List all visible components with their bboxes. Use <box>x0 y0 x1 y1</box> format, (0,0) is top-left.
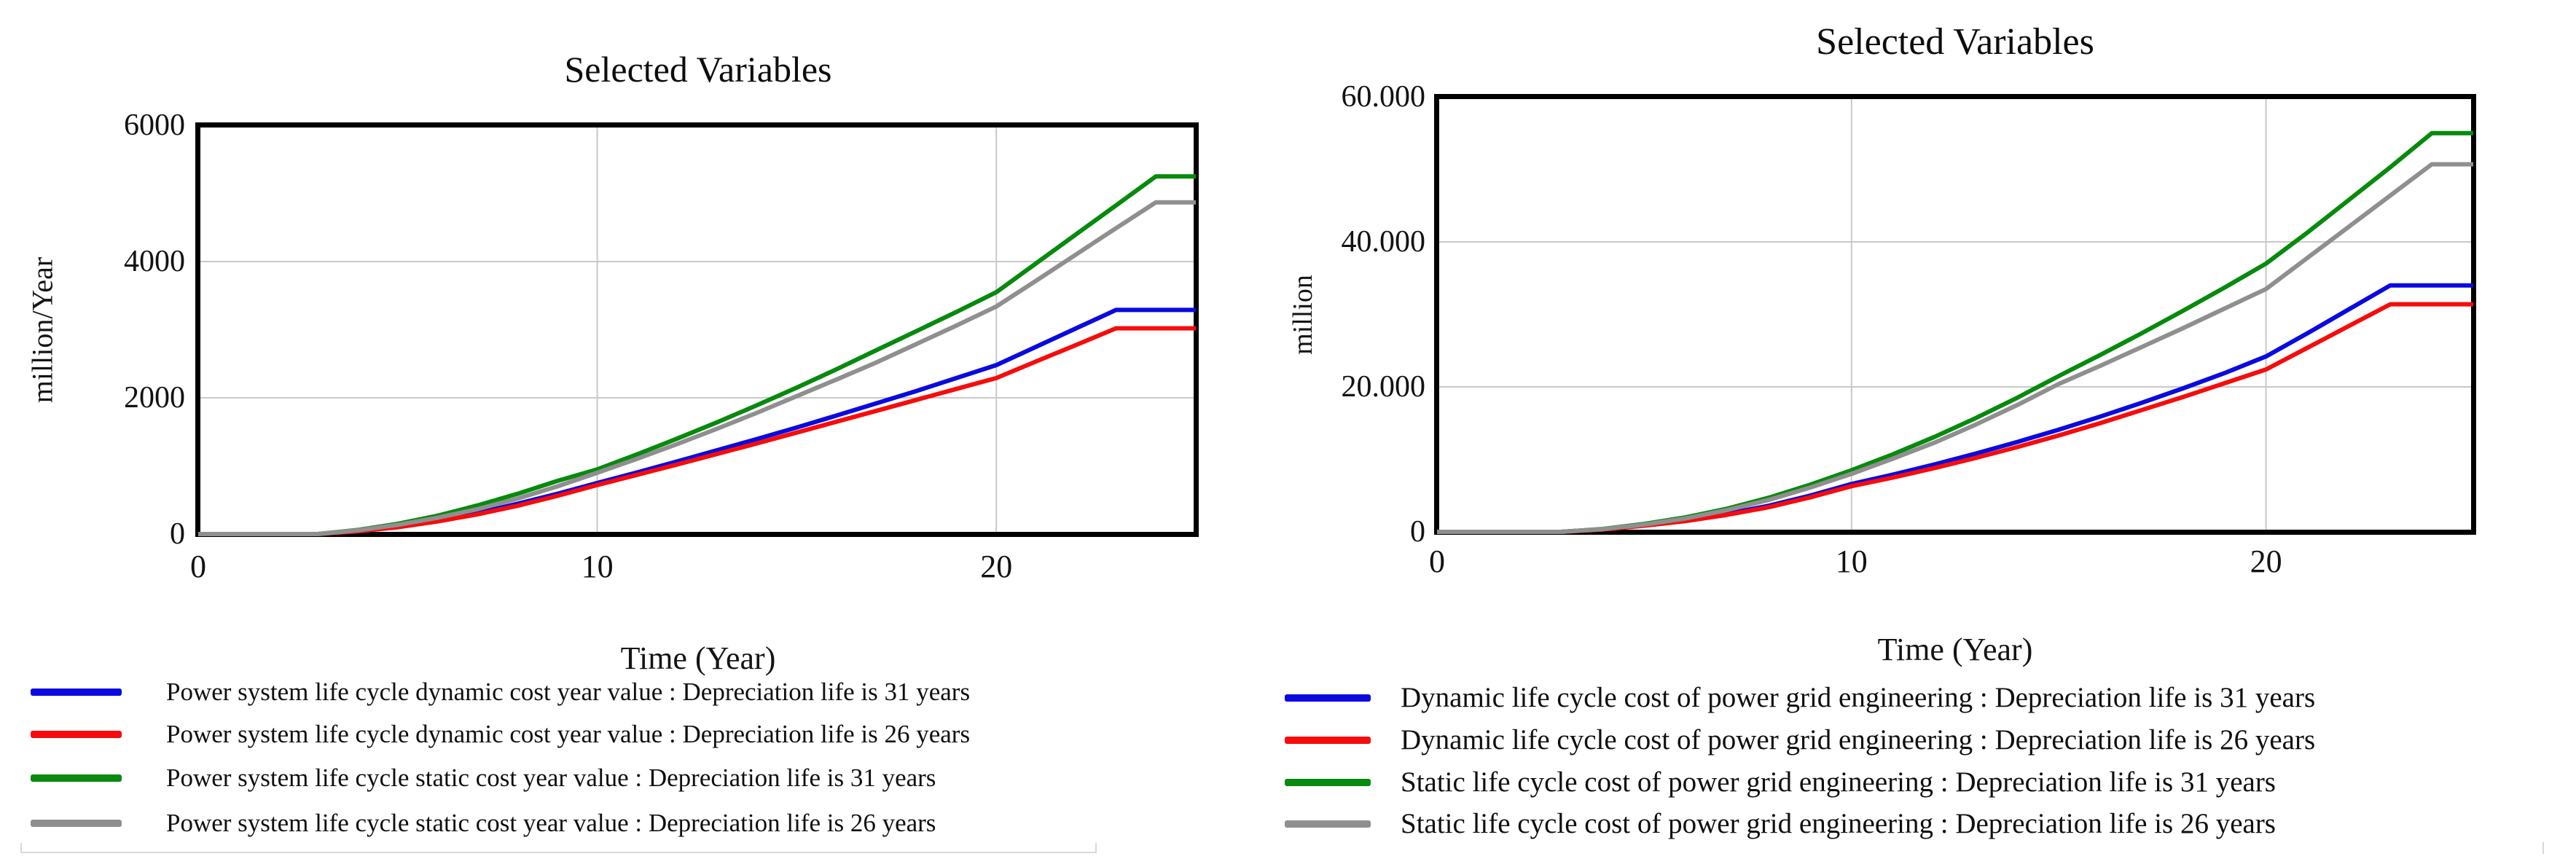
series-line-3 <box>1437 162 2473 534</box>
legend-underline-stub-right <box>2542 842 2544 854</box>
x-axis-label: Time (Year) <box>1877 632 2033 667</box>
chart-title: Selected Variables <box>1816 21 2094 63</box>
legend-swatch-0 <box>31 688 122 696</box>
plot-frame <box>195 122 1199 537</box>
y-tick-label: 0 <box>170 517 185 551</box>
x-tick-label: 20 <box>980 549 1013 584</box>
series-line-3 <box>198 200 1196 536</box>
legend-label-1: Power system life cycle dynamic cost yea… <box>166 720 971 748</box>
y-tick-label: 60.000 <box>1341 80 1426 114</box>
x-tick-label: 10 <box>1835 544 1868 579</box>
series-line-0 <box>1437 283 2473 534</box>
x-tick-label: 0 <box>1429 544 1445 579</box>
chart-title: Selected Variables <box>564 49 832 90</box>
legend-swatch-2 <box>1285 779 1371 786</box>
x-tick-label: 10 <box>581 549 614 584</box>
y-tick-label: 6000 <box>124 109 185 142</box>
series-line-2 <box>1437 130 2473 534</box>
legend-swatch-2 <box>31 774 122 782</box>
legend-underline-stub-left <box>20 843 22 853</box>
y-tick-label: 40.000 <box>1341 225 1426 259</box>
legend-label-2: Static life cycle cost of power grid eng… <box>1401 766 2276 798</box>
y-tick-label: 20.000 <box>1341 370 1426 404</box>
legend-swatch-1 <box>31 731 122 738</box>
legend-label-2: Power system life cycle static cost year… <box>166 764 936 792</box>
legend-swatch-3 <box>1285 820 1371 828</box>
y-tick-label: 4000 <box>124 245 185 278</box>
plot-area <box>195 122 1199 537</box>
legend-swatch-0 <box>1285 694 1371 702</box>
plot-area <box>1434 94 2476 535</box>
x-tick-label: 20 <box>2250 544 2282 579</box>
legend-label-1: Dynamic life cycle cost of power grid en… <box>1401 724 2316 756</box>
y-tick-label: 2000 <box>124 381 185 415</box>
series-line-1 <box>1437 302 2473 534</box>
legend-label-3: Static life cycle cost of power grid eng… <box>1401 808 2276 839</box>
x-axis-label: Time (Year) <box>620 640 776 676</box>
y-axis-label: million <box>1288 274 1318 355</box>
plot-frame <box>1434 94 2476 535</box>
legend-underline-stub-mid <box>1095 843 1097 853</box>
legend-label-0: Power system life cycle dynamic cost yea… <box>166 678 971 706</box>
legend-swatch-1 <box>1285 737 1371 744</box>
legend-underline <box>20 852 1097 853</box>
legend-label-3: Power system life cycle static cost year… <box>166 809 936 837</box>
legend-label-0: Dynamic life cycle cost of power grid en… <box>1401 682 2316 713</box>
legend-swatch-3 <box>31 820 122 827</box>
y-tick-label: 0 <box>1410 515 1425 549</box>
x-tick-label: 0 <box>190 549 206 584</box>
